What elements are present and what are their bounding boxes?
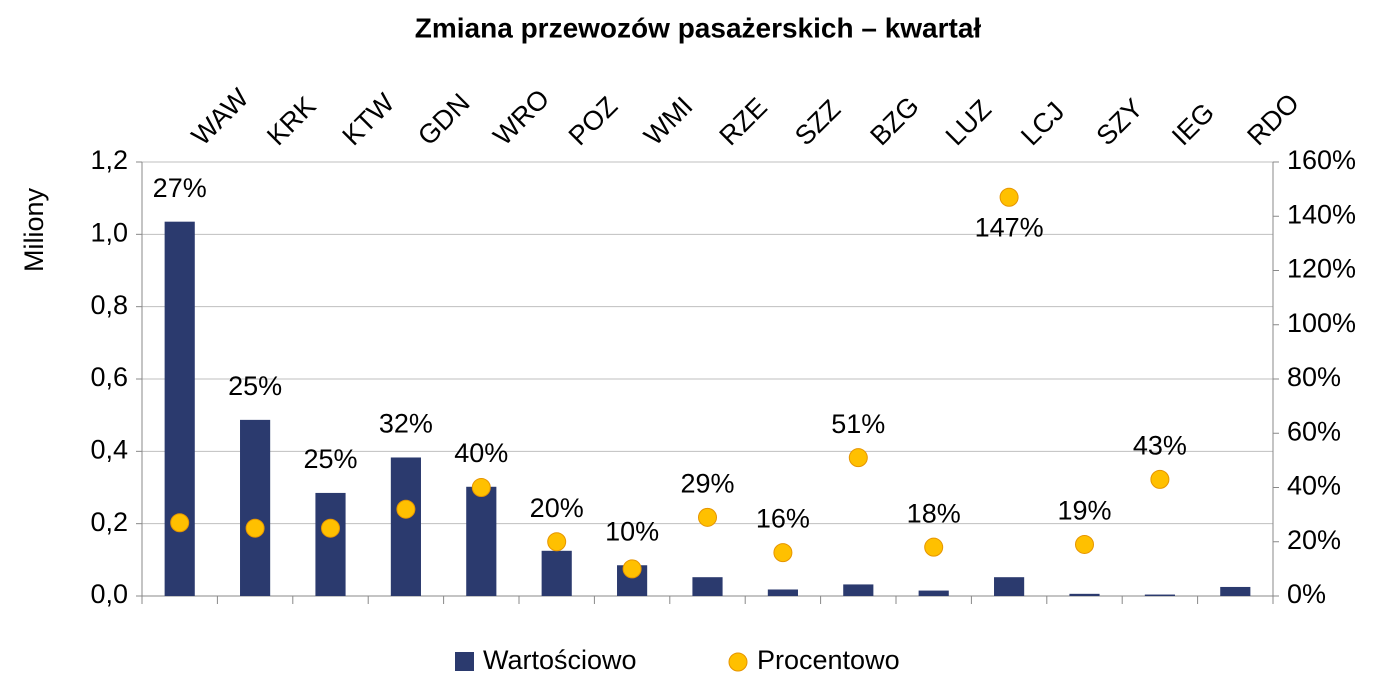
data-label: 16% bbox=[756, 504, 810, 534]
bar bbox=[918, 590, 949, 596]
y2-tick-label: 40% bbox=[1287, 471, 1341, 501]
bar bbox=[1220, 586, 1251, 596]
legend-label: Wartościowo bbox=[483, 645, 637, 675]
legend-swatch bbox=[455, 652, 474, 671]
point bbox=[1075, 534, 1094, 554]
point bbox=[321, 518, 340, 538]
data-label: 10% bbox=[605, 516, 659, 546]
data-label: 32% bbox=[379, 409, 433, 439]
bar bbox=[692, 577, 723, 596]
x-tick-label: POZ bbox=[563, 91, 623, 151]
bar bbox=[466, 486, 497, 596]
x-tick-label: SZZ bbox=[789, 94, 846, 151]
legend-label: Procentowo bbox=[757, 645, 900, 675]
y-tick-label: 1,2 bbox=[90, 145, 128, 175]
data-label: 43% bbox=[1133, 430, 1187, 460]
data-label: 25% bbox=[303, 444, 357, 474]
x-tick-label: RZE bbox=[714, 92, 773, 151]
x-tick-label: WAW bbox=[186, 82, 255, 151]
data-label: 18% bbox=[907, 498, 961, 528]
x-tick-label: KRK bbox=[261, 91, 321, 151]
x-tick-label: IEG bbox=[1166, 97, 1220, 151]
bar bbox=[541, 550, 572, 596]
bar bbox=[164, 221, 195, 597]
bar bbox=[1144, 594, 1175, 596]
point bbox=[773, 543, 793, 563]
bar bbox=[767, 589, 798, 596]
y2-tick-label: 160% bbox=[1287, 145, 1356, 175]
x-tick-label: GDN bbox=[412, 88, 476, 152]
bar bbox=[994, 577, 1025, 596]
y2-tick-label: 140% bbox=[1287, 199, 1356, 229]
y2-tick-label: 120% bbox=[1287, 254, 1356, 284]
data-label: 25% bbox=[228, 371, 282, 401]
y2-tick-label: 60% bbox=[1287, 416, 1341, 446]
y2-tick-label: 20% bbox=[1287, 525, 1341, 555]
y-tick-label: 0,6 bbox=[90, 362, 128, 392]
x-tick-label: WRO bbox=[487, 83, 555, 151]
y2-tick-label: 0% bbox=[1287, 579, 1326, 609]
x-tick-label: SZY bbox=[1091, 93, 1149, 151]
point bbox=[999, 187, 1019, 207]
x-tick-label: KTW bbox=[337, 87, 401, 151]
bar bbox=[843, 584, 874, 596]
bar bbox=[390, 457, 421, 596]
y-axis-label: Miliony bbox=[19, 187, 49, 272]
y-tick-label: 0,8 bbox=[90, 290, 128, 320]
x-tick-label: RDO bbox=[1241, 88, 1305, 152]
point bbox=[245, 518, 265, 538]
y-tick-label: 0,4 bbox=[90, 434, 128, 464]
y-tick-label: 0,0 bbox=[90, 579, 128, 609]
y-tick-label: 1,0 bbox=[90, 217, 128, 247]
bar bbox=[315, 492, 346, 596]
point bbox=[170, 513, 190, 533]
data-label: 51% bbox=[831, 409, 885, 439]
point bbox=[924, 537, 944, 557]
point bbox=[1150, 469, 1170, 489]
x-tick-label: LCJ bbox=[1015, 96, 1070, 151]
y2-tick-label: 100% bbox=[1287, 308, 1356, 338]
chart-title: Zmiana przewozów pasażerskich – kwartał bbox=[415, 12, 982, 43]
bar bbox=[1069, 593, 1100, 596]
point bbox=[622, 559, 642, 579]
data-label: 40% bbox=[454, 438, 508, 468]
data-label: 20% bbox=[530, 493, 584, 523]
point bbox=[848, 448, 868, 468]
legend-swatch bbox=[728, 652, 748, 672]
data-label: 19% bbox=[1057, 496, 1111, 526]
x-tick-label: LUZ bbox=[940, 94, 997, 151]
x-tick-label: BZG bbox=[864, 91, 924, 151]
point bbox=[547, 532, 567, 552]
x-tick-label: WMI bbox=[638, 91, 698, 151]
data-label: 29% bbox=[680, 468, 734, 498]
point bbox=[471, 478, 491, 497]
data-label: 27% bbox=[153, 173, 207, 203]
bar bbox=[240, 419, 271, 596]
point bbox=[396, 499, 416, 519]
y2-tick-label: 80% bbox=[1287, 362, 1341, 392]
point bbox=[698, 507, 717, 527]
y-tick-label: 0,2 bbox=[90, 507, 128, 537]
data-label: 147% bbox=[975, 212, 1044, 242]
